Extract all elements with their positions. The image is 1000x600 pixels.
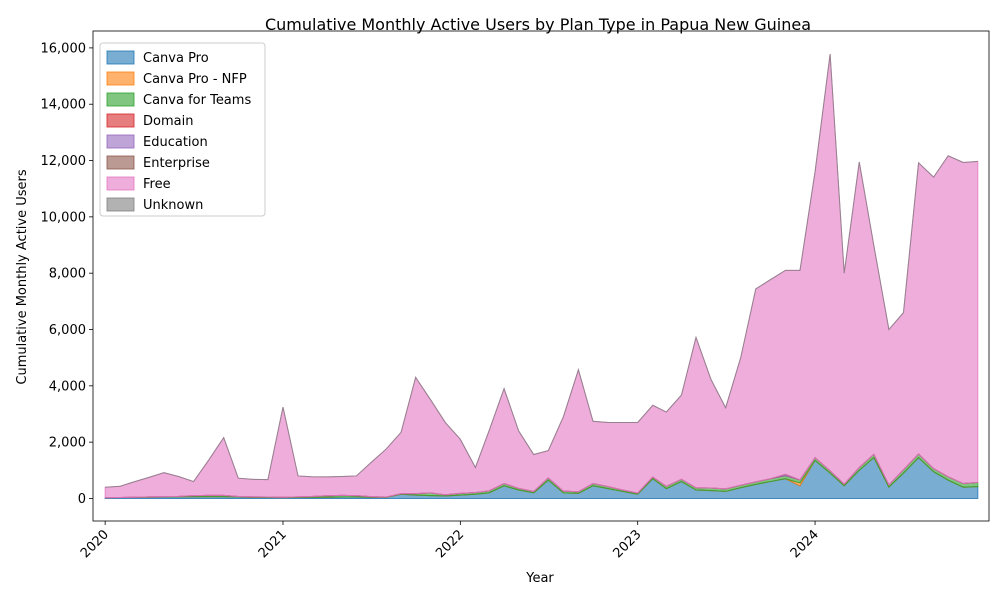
y-tick-label: 6,000	[49, 323, 86, 338]
legend-label: Domain	[143, 114, 193, 129]
chart-title: Cumulative Monthly Active Users by Plan …	[265, 15, 811, 34]
y-tick-label: 0	[78, 492, 86, 507]
x-tick-label: 2024	[788, 527, 822, 561]
x-axis: 2020 2021 2022 2023 2024	[78, 521, 822, 561]
legend-label: Canva Pro - NFP	[143, 72, 247, 87]
legend-label: Free	[143, 177, 171, 192]
legend-label: Canva Pro	[143, 51, 209, 66]
y-tick-label: 10,000	[41, 210, 87, 225]
y-tick-label: 2,000	[49, 436, 86, 451]
y-axis-title: Cumulative Monthly Active Users	[15, 169, 30, 384]
area-unknown	[105, 54, 978, 488]
legend-swatch	[106, 134, 135, 149]
y-tick-label: 8,000	[49, 267, 86, 282]
x-tick-label: 2023	[611, 527, 645, 561]
x-tick-label: 2021	[256, 527, 290, 561]
legend-label: Education	[143, 135, 208, 150]
x-axis-title: Year	[525, 571, 554, 586]
legend-swatch	[106, 113, 135, 128]
legend-swatch	[106, 71, 135, 86]
legend-label: Canva for Teams	[143, 93, 251, 108]
legend-swatch	[106, 92, 135, 107]
y-tick-label: 12,000	[41, 154, 87, 169]
area-series-group	[104, 54, 979, 499]
x-tick-label: 2020	[78, 527, 112, 561]
y-tick-label: 16,000	[41, 41, 87, 56]
legend-label: Unknown	[143, 198, 203, 213]
y-axis: 0 2,000 4,000 6,000 8,000 10,000 12,000 14,000 1…	[41, 41, 93, 507]
legend-frame	[99, 42, 266, 217]
legend: Canva Pro Canva Pro - NFP Canva for Teams D…	[99, 42, 266, 217]
legend-swatch	[106, 50, 135, 65]
plot-frame	[92, 30, 990, 522]
x-tick-label: 2022	[433, 527, 467, 561]
y-tick-label: 14,000	[41, 98, 87, 113]
legend-swatch	[106, 176, 135, 191]
legend-label: Enterprise	[143, 156, 210, 171]
legend-swatch	[106, 155, 135, 170]
legend-swatch	[106, 197, 135, 212]
y-tick-label: 4,000	[49, 379, 86, 394]
